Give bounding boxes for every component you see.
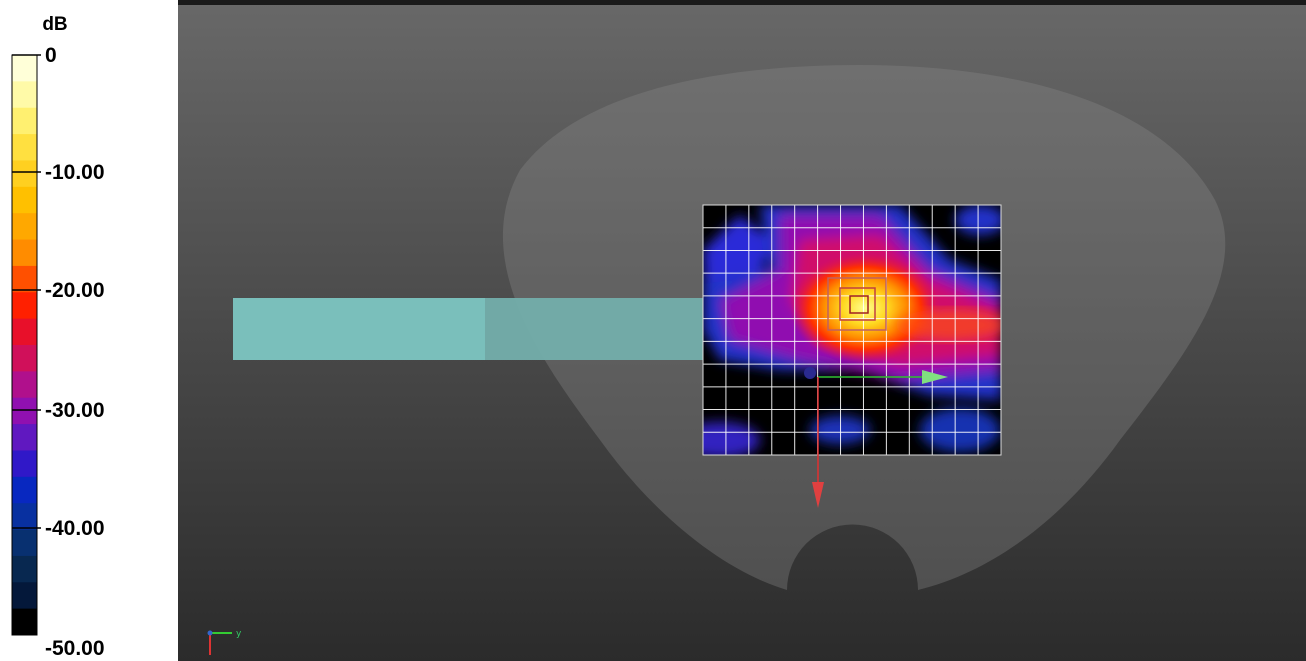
colorbar-segment xyxy=(12,345,37,372)
viewport: y xyxy=(178,0,1306,661)
colorbar-segment xyxy=(12,476,37,504)
colorbar-segment xyxy=(12,55,37,82)
colorbar-label: 0 xyxy=(45,44,57,67)
colorbar-segment xyxy=(12,318,37,346)
colorbar-segment xyxy=(12,239,37,267)
colorbar-label: -10.00 xyxy=(45,161,105,184)
colorbar-segment xyxy=(12,134,37,161)
colorbar-segment xyxy=(12,450,37,478)
axes-triad: y xyxy=(207,629,242,655)
colorbar-ticks: 0 -10.00 -20.00 -30.00 -40.00 -50.00 xyxy=(12,44,105,660)
colorbar-segment xyxy=(12,608,37,636)
colorbar-segment xyxy=(12,503,37,531)
colorbar-segment xyxy=(12,292,37,320)
colorbar xyxy=(11,54,38,636)
triad-y-label: y xyxy=(236,629,242,639)
colorbar-segment xyxy=(12,265,37,293)
colorbar-segment xyxy=(12,424,37,451)
colorbar-segment xyxy=(12,186,37,214)
colorbar-panel: dB 0 -10.00 -20.00 -30.00 -40.00 -50.00 xyxy=(11,14,105,660)
colorbar-label: -20.00 xyxy=(45,279,105,302)
colorbar-segment xyxy=(12,107,37,135)
colorbar-segment xyxy=(12,529,37,557)
heatmap xyxy=(703,205,1001,455)
colorbar-segment xyxy=(12,397,37,425)
colorbar-segment xyxy=(12,371,37,399)
colorbar-segment xyxy=(12,160,37,188)
colorbar-segment xyxy=(12,555,37,583)
colorbar-segment xyxy=(12,81,37,109)
colorbar-segment xyxy=(12,582,37,610)
colorbar-unit: dB xyxy=(42,14,67,35)
colorbar-label: -40.00 xyxy=(45,517,105,540)
colorbar-segment xyxy=(12,213,37,241)
colorbar-label: -30.00 xyxy=(45,399,105,422)
colorbar-label: -50.00 xyxy=(45,637,105,660)
